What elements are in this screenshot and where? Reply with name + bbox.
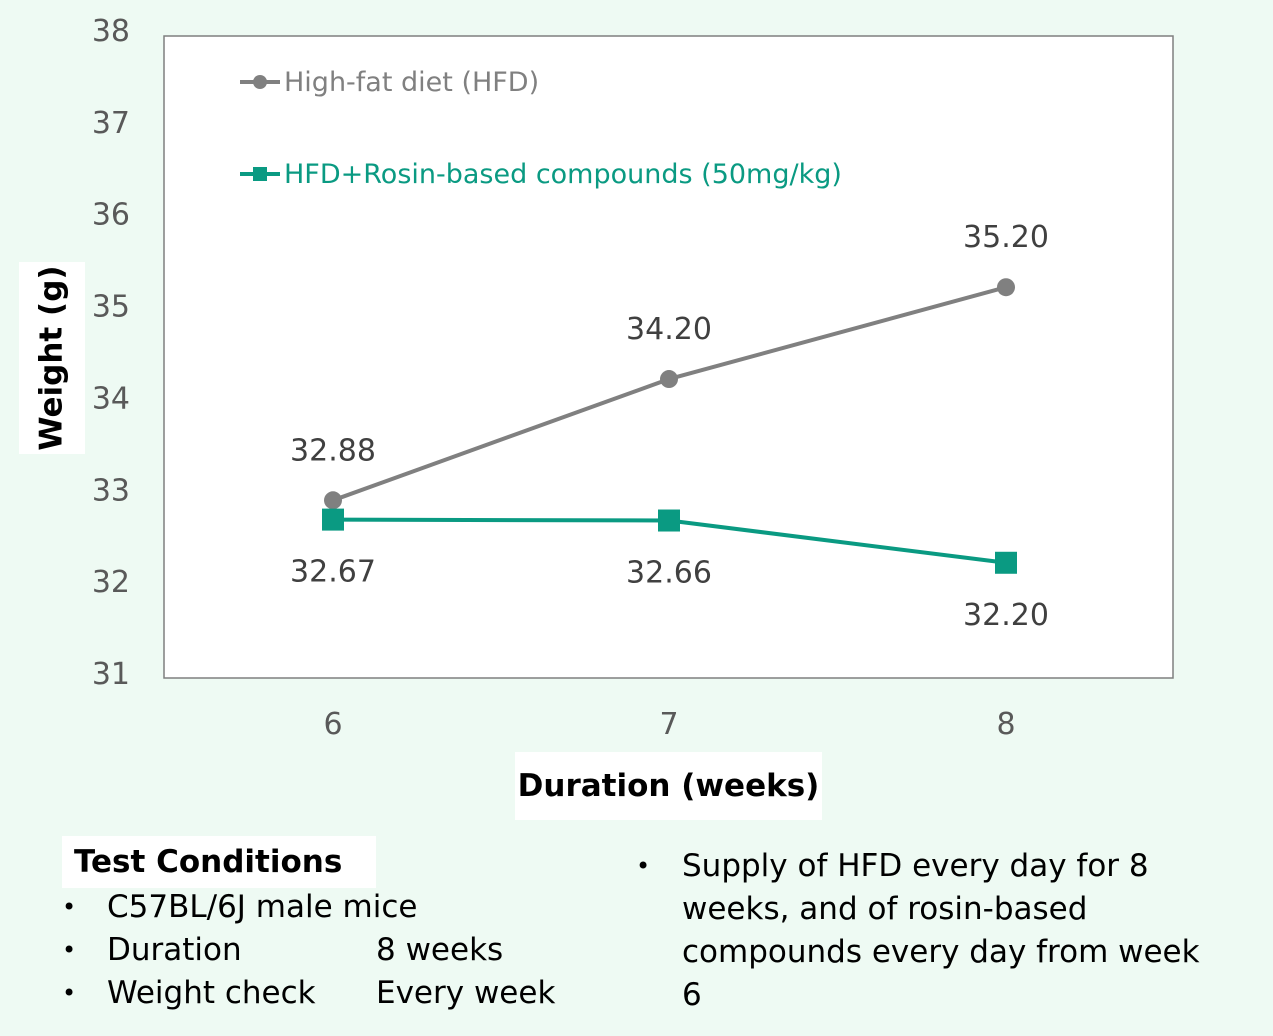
x-axis-label: Duration (weeks) — [515, 752, 822, 820]
data-label: 32.20 — [963, 598, 1049, 633]
legend-label: High-fat diet (HFD) — [284, 67, 539, 98]
x-tick-label: 8 — [996, 707, 1015, 742]
y-tick-label: 33 — [92, 473, 130, 508]
bullet: • — [62, 979, 77, 1007]
x-tick-label: 7 — [659, 707, 678, 742]
y-tick-label: 36 — [92, 198, 130, 233]
chart: 31 32 33 34 35 36 37 38 6 7 8 32.88 34.20 35.20 32.6… — [92, 14, 1174, 742]
data-point — [324, 491, 342, 510]
y-tick-label: 31 — [92, 657, 130, 692]
data-point — [995, 551, 1017, 574]
legend-marker — [253, 167, 267, 181]
y-ticks: 31 32 33 34 35 36 37 38 — [92, 14, 130, 692]
data-point — [658, 509, 680, 532]
data-point — [660, 370, 678, 389]
data-label: 32.88 — [290, 433, 376, 468]
y-tick-label: 37 — [92, 106, 130, 141]
condition-value: 8 weeks — [376, 932, 504, 968]
data-point — [997, 278, 1015, 297]
y-tick-label: 35 — [92, 290, 130, 325]
condition-key: C57BL/6J male mice — [107, 889, 418, 925]
series-layer: 32.88 34.20 35.20 32.67 32.66 32.20 — [290, 220, 1049, 633]
condition-item: • C57BL/6J male mice — [0, 886, 620, 929]
legend-label: HFD+Rosin-based compounds (50mg/kg) — [284, 159, 842, 190]
legend: High-fat diet (HFD) HFD+Rosin-based compo… — [240, 67, 842, 190]
supply-text: Supply of HFD every day for 8 weeks, and… — [682, 848, 1200, 1013]
bullet: • — [62, 936, 77, 964]
x-ticks: 6 7 8 — [323, 707, 1015, 742]
data-label: 32.66 — [626, 556, 712, 591]
condition-item: • Weight check Every week — [0, 972, 620, 1015]
data-label: 35.20 — [963, 220, 1049, 255]
x-tick-label: 6 — [323, 707, 342, 742]
condition-value: Every week — [376, 975, 556, 1011]
data-label: 34.20 — [626, 312, 712, 347]
test-conditions-title: Test Conditions — [62, 836, 376, 888]
legend-marker — [253, 75, 267, 89]
bullet: • — [636, 852, 651, 880]
y-tick-label: 32 — [92, 565, 130, 600]
data-point — [322, 508, 344, 531]
bullet: • — [62, 893, 77, 921]
condition-key: Weight check — [107, 975, 316, 1011]
condition-item: • Duration 8 weeks — [0, 929, 620, 972]
data-label: 32.67 — [290, 555, 376, 590]
y-tick-label: 38 — [92, 14, 130, 49]
y-axis-label: Weight (g) — [19, 262, 85, 454]
y-tick-label: 34 — [92, 381, 130, 416]
condition-key: Duration — [107, 932, 242, 968]
